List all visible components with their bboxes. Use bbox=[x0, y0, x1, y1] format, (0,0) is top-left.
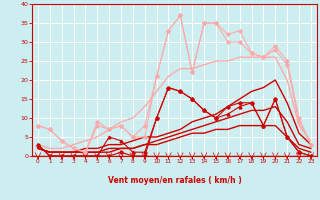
X-axis label: Vent moyen/en rafales ( km/h ): Vent moyen/en rafales ( km/h ) bbox=[108, 176, 241, 185]
